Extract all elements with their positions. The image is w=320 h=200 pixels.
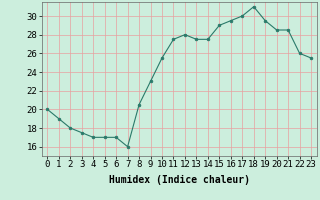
- X-axis label: Humidex (Indice chaleur): Humidex (Indice chaleur): [109, 175, 250, 185]
